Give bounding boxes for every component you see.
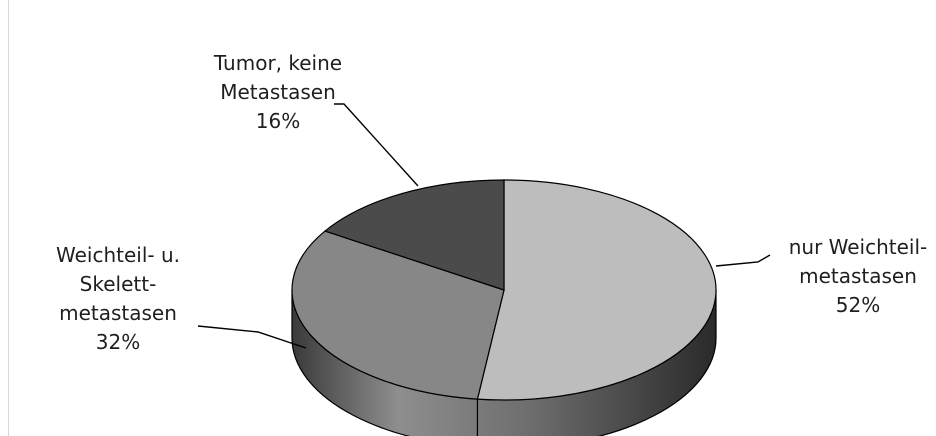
- slice-2-name-label: Weichteil- u.: [56, 243, 180, 267]
- slice-1-name-label: metastasen: [799, 264, 917, 288]
- slice-2-name-label: Skelett-: [80, 272, 157, 296]
- leader-line-2: [197, 325, 307, 349]
- slice-3-name-label: Metastasen: [220, 80, 336, 104]
- slice-2-name-label: metastasen: [59, 301, 177, 325]
- slice-1-name-label: nur Weichteil-: [789, 235, 928, 259]
- pie-top-faces: [291, 179, 717, 401]
- chart-frame-border: [8, 0, 9, 436]
- leader-line-1: [715, 254, 771, 267]
- slice-1-value-label: 52%: [836, 293, 880, 317]
- slice-2-value-label: 32%: [96, 330, 140, 354]
- leader-lines: [197, 103, 771, 349]
- slice-3-value-label: 16%: [256, 109, 300, 133]
- pie-slice-3: [323, 179, 505, 291]
- pie-slice-1: [476, 179, 717, 401]
- slice-3-name-label: Tumor, keine: [213, 51, 342, 75]
- slice-labels: nur Weichteil-metastasen 52% Weichteil- u.…: [56, 51, 927, 354]
- leader-line-3: [334, 103, 419, 187]
